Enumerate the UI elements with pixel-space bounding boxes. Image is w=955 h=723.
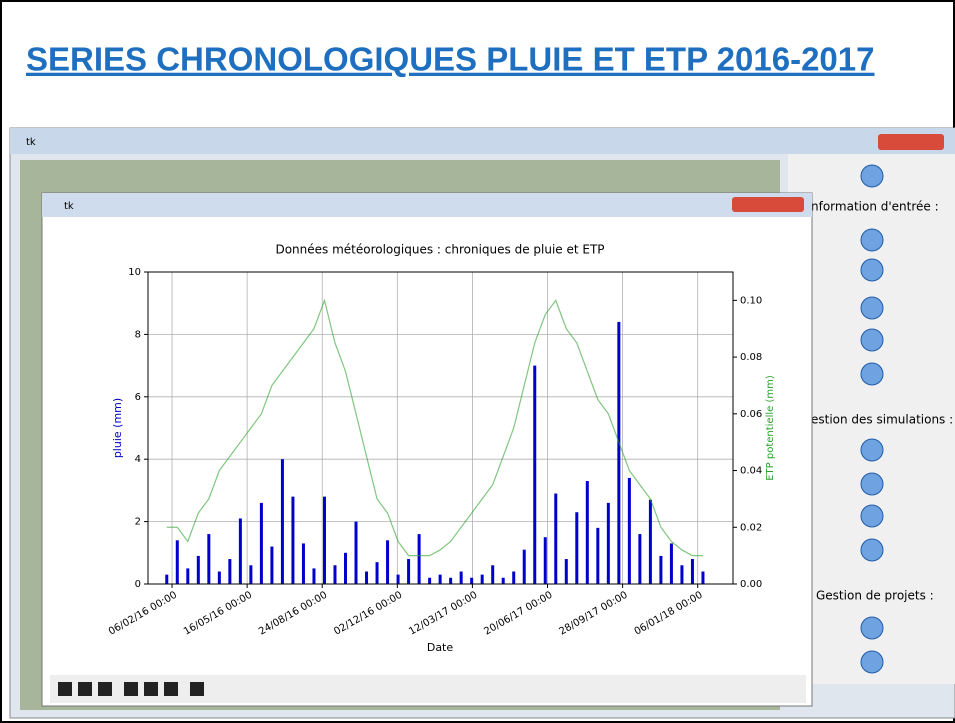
- toolbar: [50, 675, 806, 703]
- bar: [260, 503, 263, 584]
- y2-axis-title: ETP potentielle (mm): [765, 375, 776, 481]
- bar: [544, 537, 547, 584]
- bar: [186, 568, 189, 584]
- bar: [428, 578, 431, 584]
- tool-button[interactable]: [861, 651, 883, 673]
- bar: [659, 556, 662, 584]
- bar: [439, 575, 442, 584]
- tool-button[interactable]: [861, 617, 883, 639]
- y-tick-label: 10: [128, 267, 141, 278]
- bar: [491, 565, 494, 584]
- forward-button[interactable]: [98, 682, 112, 696]
- bar: [691, 559, 694, 584]
- bar: [628, 478, 631, 584]
- save-button[interactable]: [190, 682, 204, 696]
- main-window-title: tk: [26, 137, 36, 148]
- bar: [176, 540, 179, 584]
- slide-title: SERIES CHRONOLOGIQUES PLUIE ET ETP 2016-…: [26, 41, 874, 78]
- bar: [502, 578, 505, 584]
- tool-button[interactable]: [861, 363, 883, 385]
- bar: [649, 500, 652, 584]
- bar: [565, 559, 568, 584]
- bar: [607, 503, 610, 584]
- y-tick-label: 8: [135, 329, 141, 340]
- tool-button[interactable]: [861, 329, 883, 351]
- bar: [680, 565, 683, 584]
- bar: [344, 553, 347, 584]
- y-tick-label: 2: [135, 517, 141, 528]
- panel-label: Gestion de projets :: [816, 589, 934, 603]
- y2-tick-label: 0.08: [740, 352, 762, 363]
- help-button[interactable]: [861, 165, 883, 187]
- config-button[interactable]: [164, 682, 178, 696]
- plot-titlebar: [42, 193, 812, 217]
- bar: [523, 550, 526, 584]
- tool-button[interactable]: [861, 439, 883, 461]
- bar: [596, 528, 599, 584]
- bar: [270, 547, 273, 584]
- bar: [586, 481, 589, 584]
- bar: [512, 572, 515, 584]
- y-axis-title: pluie (mm): [111, 398, 124, 458]
- bar: [197, 556, 200, 584]
- bar: [470, 578, 473, 584]
- bar: [449, 578, 452, 584]
- chart-title: Données météorologiques : chroniques de …: [275, 243, 604, 257]
- bar: [165, 575, 168, 584]
- y2-tick-label: 0.02: [740, 522, 762, 533]
- tool-button[interactable]: [861, 259, 883, 281]
- plot-window-title: tk: [64, 201, 74, 212]
- panel-label: nformation d'entrée :: [811, 200, 939, 214]
- bar: [312, 568, 315, 584]
- tool-button[interactable]: [861, 473, 883, 495]
- x-axis-title: Date: [427, 641, 454, 654]
- bar: [291, 497, 294, 584]
- bar: [533, 366, 536, 584]
- bar: [670, 543, 673, 584]
- tool-button[interactable]: [861, 297, 883, 319]
- bar: [249, 565, 252, 584]
- bar: [218, 572, 221, 584]
- bar: [460, 572, 463, 584]
- bar: [397, 575, 400, 584]
- home-button[interactable]: [58, 682, 72, 696]
- bar: [701, 572, 704, 584]
- bar: [302, 543, 305, 584]
- y-tick-label: 6: [135, 392, 141, 403]
- bar: [418, 534, 421, 584]
- bar: [228, 559, 231, 584]
- tool-button[interactable]: [861, 229, 883, 251]
- window-controls[interactable]: [878, 134, 944, 150]
- slide: SERIES CHRONOLOGIQUES PLUIE ET ETP 2016-…: [0, 0, 955, 723]
- bar: [617, 322, 620, 584]
- bar: [386, 540, 389, 584]
- bar: [355, 522, 358, 584]
- bar: [481, 575, 484, 584]
- bar: [207, 534, 210, 584]
- bar: [407, 559, 410, 584]
- y2-tick-label: 0.06: [740, 409, 762, 420]
- y2-tick-label: 0.04: [740, 466, 762, 477]
- bar: [365, 572, 368, 584]
- main-titlebar: [10, 128, 955, 154]
- zoom-button[interactable]: [144, 682, 158, 696]
- tool-button[interactable]: [861, 539, 883, 561]
- bar: [638, 534, 641, 584]
- window-controls[interactable]: [732, 197, 804, 212]
- back-button[interactable]: [78, 682, 92, 696]
- y2-tick-label: 0.10: [740, 295, 762, 306]
- bar: [376, 562, 379, 584]
- tool-button[interactable]: [861, 505, 883, 527]
- pan-button[interactable]: [124, 682, 138, 696]
- bar: [281, 459, 284, 584]
- bar: [323, 497, 326, 584]
- y-tick-label: 4: [135, 454, 141, 465]
- y-tick-label: 0: [135, 579, 141, 590]
- panel-label: estion des simulations :: [811, 413, 953, 427]
- bar: [554, 494, 557, 584]
- y2-tick-label: 0.00: [740, 579, 762, 590]
- bar: [239, 518, 242, 584]
- bar: [333, 565, 336, 584]
- bar: [575, 512, 578, 584]
